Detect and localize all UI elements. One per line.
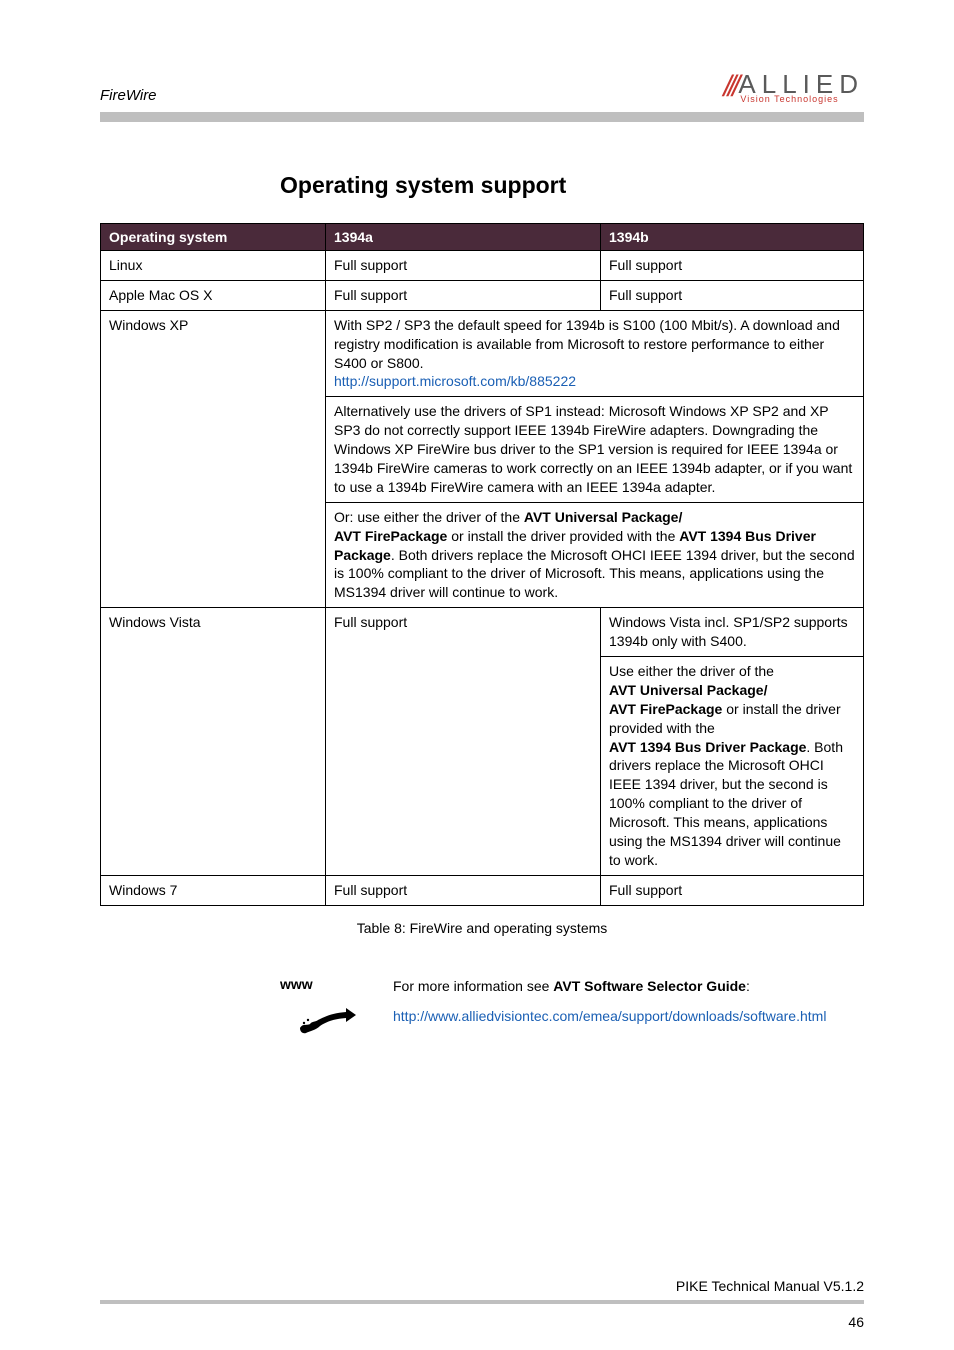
table-caption: Table 8: FireWire and operating systems (100, 920, 864, 936)
cell-1394b: Full support (601, 280, 864, 310)
cell-vista-b2: Use either the driver of the AVT Univers… (601, 657, 864, 876)
company-logo: /// ALLIED Vision Technologies (723, 70, 864, 104)
note-line1-post: : (746, 978, 750, 994)
table-row: Apple Mac OS X Full support Full support (101, 280, 864, 310)
cell-1394a: Full support (326, 251, 601, 281)
cell-os: Apple Mac OS X (101, 280, 326, 310)
os-support-table: Operating system 1394a 1394b Linux Full … (100, 223, 864, 906)
vista-p2-b3: AVT 1394 Bus Driver Package (609, 739, 806, 755)
software-download-link[interactable]: http://www.alliedvisiontec.com/emea/supp… (393, 1008, 826, 1024)
cell-vista-b1: Windows Vista incl. SP1/SP2 supports 139… (601, 608, 864, 657)
xp-p1-text: With SP2 / SP3 the default speed for 139… (334, 317, 840, 371)
cell-xp-p2: Alternatively use the drivers of SP1 ins… (326, 397, 864, 502)
xp-p3-pre: Or: use either the driver of the (334, 509, 524, 525)
table-row: Linux Full support Full support (101, 251, 864, 281)
col-header-1394a: 1394a (326, 224, 601, 251)
cell-1394a: Full support (326, 280, 601, 310)
table-header-row: Operating system 1394a 1394b (101, 224, 864, 251)
xp-p3-b1: AVT Universal Package/ (524, 509, 682, 525)
vista-p2-pre: Use either the driver of the (609, 663, 774, 679)
note-label: www (280, 976, 375, 992)
logo-sub-text: Vision Technologies (740, 95, 864, 104)
section-header-label: FireWire (100, 87, 157, 104)
xp-p3-mid2: or install the driver provided with the (447, 528, 679, 544)
cell-os: Windows XP (101, 310, 326, 607)
vista-p2-b2: AVT FirePackage (609, 701, 722, 717)
note-line1-pre: For more information see (393, 978, 553, 994)
cell-os: Windows Vista (101, 608, 326, 876)
cell-os: Windows 7 (101, 875, 326, 905)
section-title: Operating system support (280, 172, 864, 199)
cell-1394a: Full support (326, 608, 601, 876)
logo-slashes-icon: /// (723, 70, 736, 104)
table-row: Windows 7 Full support Full support (101, 875, 864, 905)
cell-1394b: Full support (601, 251, 864, 281)
xp-p3-b2: AVT FirePackage (334, 528, 447, 544)
col-header-1394b: 1394b (601, 224, 864, 251)
page-number: 46 (848, 1314, 864, 1330)
xp-kb-link[interactable]: http://support.microsoft.com/kb/885222 (334, 373, 576, 389)
pointing-hand-icon (280, 998, 375, 1038)
www-note: www For more information see AVT Softwar… (280, 976, 864, 1038)
note-line1-bold: AVT Software Selector Guide (553, 978, 746, 994)
logo-main-text: ALLIED (738, 71, 864, 97)
xp-p3-post: . Both drivers replace the Microsoft OHC… (334, 547, 855, 601)
cell-os: Linux (101, 251, 326, 281)
table-row: Windows XP With SP2 / SP3 the default sp… (101, 310, 864, 397)
cell-xp-p3: Or: use either the driver of the AVT Uni… (326, 502, 864, 607)
cell-1394b: Full support (601, 875, 864, 905)
vista-p2-b1: AVT Universal Package/ (609, 682, 767, 698)
header-rule (100, 112, 864, 122)
cell-1394a: Full support (326, 875, 601, 905)
vista-p2-post: . Both drivers replace the Microsoft OHC… (609, 739, 843, 868)
table-row: Windows Vista Full support Windows Vista… (101, 608, 864, 657)
footer-doc-title: PIKE Technical Manual V5.1.2 (676, 1278, 864, 1294)
footer-rule (100, 1300, 864, 1304)
col-header-os: Operating system (101, 224, 326, 251)
cell-xp-p1: With SP2 / SP3 the default speed for 139… (326, 310, 864, 397)
